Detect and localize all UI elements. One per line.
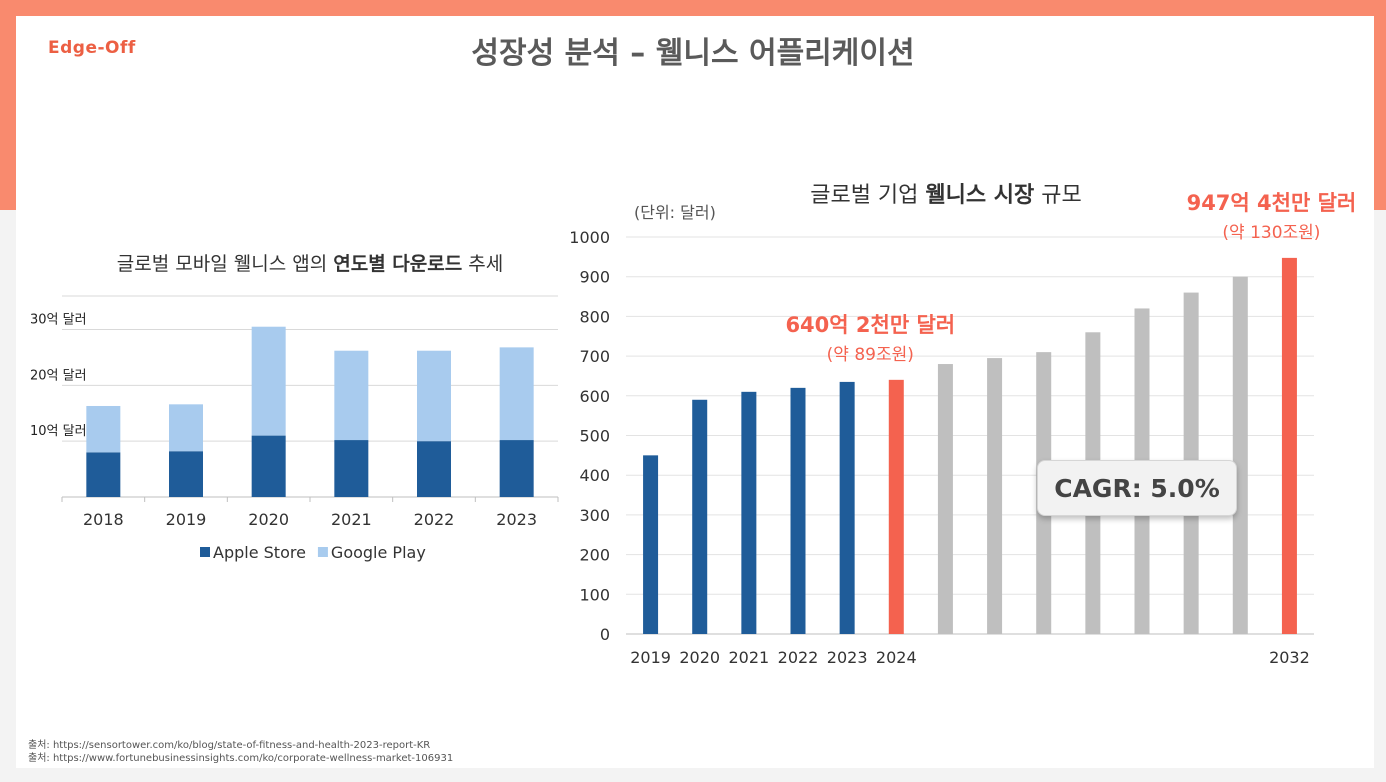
x-tick-label: 2020 <box>248 510 289 529</box>
cagr-callout: CAGR: 5.0% <box>1037 460 1237 516</box>
bar <box>790 387 806 634</box>
bar-segment <box>251 435 286 497</box>
source-line: 출처: https://sensortower.com/ko/blog/stat… <box>28 740 431 751</box>
bar-segment <box>334 350 369 441</box>
downloads-chart-title-part: 추세 <box>462 253 503 275</box>
y-tick-label: 200 <box>579 546 610 565</box>
x-tick-label: 2022 <box>778 648 819 667</box>
downloads-chart-title-part: 연도별 다운로드 <box>333 253 462 275</box>
bar-segment <box>86 452 121 497</box>
bar-segment <box>417 441 451 497</box>
annotation-value: 947억 4천만 달러 <box>1187 191 1357 215</box>
bar <box>692 399 708 634</box>
sources: 출처: https://sensortower.com/ko/blog/stat… <box>28 739 453 765</box>
logo: Edge-Off <box>48 38 136 58</box>
y-tick-label: 400 <box>579 466 610 485</box>
legend-label: Apple Store <box>213 543 306 562</box>
x-tick-label: 2019 <box>166 510 207 529</box>
x-tick-label: 2022 <box>414 510 455 529</box>
x-tick-label: 2021 <box>331 510 372 529</box>
annotation-value: 640억 2천만 달러 <box>785 313 955 337</box>
x-tick-label: 2018 <box>83 510 124 529</box>
bar-segment <box>169 451 203 497</box>
x-tick-label: 2019 <box>630 648 671 667</box>
unit-label: (단위: 달러) <box>634 203 716 222</box>
y-tick-label: 1000 <box>569 228 610 247</box>
downloads-chart-title-part: 글로벌 모바일 웰니스 앱의 <box>117 253 333 275</box>
bar-segment <box>499 347 534 441</box>
bar <box>1281 257 1297 634</box>
bar <box>643 455 659 634</box>
market-chart-title-part: 규모 <box>1034 183 1081 208</box>
downloads-chart-title: 글로벌 모바일 웰니스 앱의 연도별 다운로드 추세 <box>117 253 503 275</box>
bar <box>1232 276 1248 634</box>
x-tick-label: 2021 <box>728 648 769 667</box>
bar <box>741 391 757 634</box>
market-chart-title: 글로벌 기업 웰니스 시장 규모 <box>810 183 1082 208</box>
x-tick-label: 2020 <box>679 648 720 667</box>
bar-segment <box>251 326 286 436</box>
x-tick-label: 2023 <box>496 510 537 529</box>
bar <box>937 364 953 634</box>
legend-swatch <box>200 547 210 557</box>
bar <box>839 381 855 634</box>
y-tick-label: 30억 달러 <box>30 313 87 328</box>
legend-label: Google Play <box>331 543 426 562</box>
page-title: 성장성 분석 – 웰니스 어플리케이션 <box>471 36 915 71</box>
bar-segment <box>499 440 534 497</box>
bar-segment <box>334 440 369 497</box>
bar <box>987 358 1003 634</box>
annotation-sub: (약 89조원) <box>827 345 914 365</box>
y-tick-label: 300 <box>579 506 610 525</box>
y-tick-label: 600 <box>579 387 610 406</box>
y-tick-label: 10억 달러 <box>30 424 87 439</box>
bar-segment <box>169 404 203 452</box>
annotation-sub: (약 130조원) <box>1222 223 1320 243</box>
y-tick-label: 500 <box>579 427 610 446</box>
bar-segment <box>86 405 121 453</box>
x-tick-label: 2024 <box>876 648 917 667</box>
y-tick-label: 0 <box>600 625 610 644</box>
y-tick-label: 700 <box>579 347 610 366</box>
bar-segment <box>417 350 451 442</box>
y-tick-label: 100 <box>579 585 610 604</box>
market-chart-title-part: 웰니스 시장 <box>925 183 1034 208</box>
bar <box>888 379 904 634</box>
y-tick-label: 20억 달러 <box>30 368 87 383</box>
legend-swatch <box>317 547 328 557</box>
y-tick-label: 900 <box>579 268 610 287</box>
x-tick-label: 2032 <box>1269 648 1310 667</box>
x-tick-label: 2023 <box>827 648 868 667</box>
market-chart-title-part: 글로벌 기업 <box>810 183 925 208</box>
y-tick-label: 800 <box>579 307 610 326</box>
source-line: 출처: https://www.fortunebusinessinsights.… <box>28 753 454 764</box>
